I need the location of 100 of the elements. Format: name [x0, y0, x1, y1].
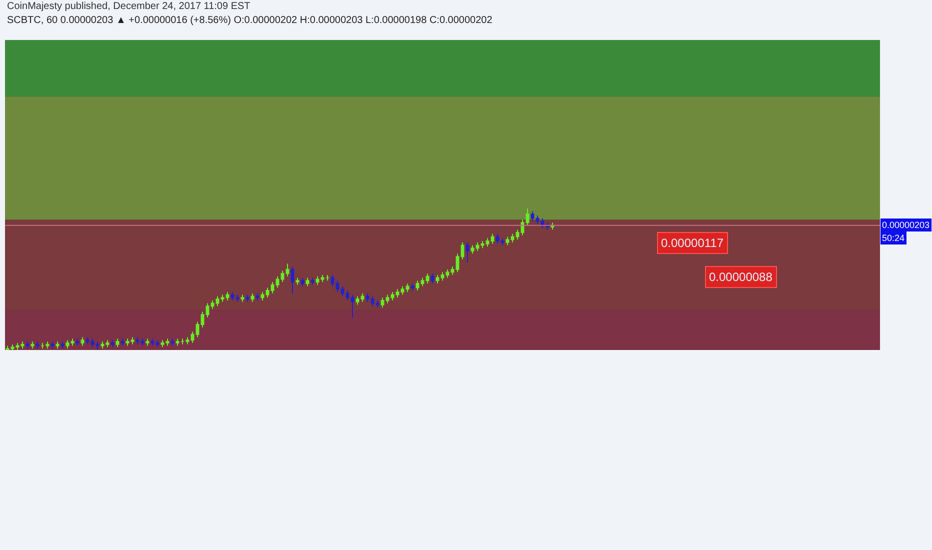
candlestick — [126, 338, 130, 346]
candlestick — [150, 338, 154, 346]
candlestick — [80, 336, 84, 346]
candlestick — [250, 292, 254, 302]
candlestick — [300, 277, 304, 287]
candlestick — [30, 341, 34, 350]
candlestick — [390, 291, 394, 301]
candlestick — [396, 288, 400, 298]
candlestick — [156, 340, 160, 348]
candlestick — [400, 286, 404, 296]
candlestick — [246, 294, 250, 302]
candlestick — [420, 277, 424, 287]
candlestick — [380, 297, 384, 308]
candlestick — [500, 238, 504, 246]
candlestick — [196, 321, 200, 338]
candlestick — [46, 341, 50, 350]
candlestick — [160, 340, 164, 348]
candlestick — [476, 242, 480, 252]
chart-title: CoinMajesty published, December 24, 2017 11:09 EST — [7, 1, 250, 12]
candlestick — [386, 294, 390, 304]
candlestick — [490, 233, 494, 244]
candlestick — [16, 342, 20, 350]
text: 0.00000203 — [882, 220, 930, 230]
candlestick — [290, 266, 294, 294]
candlestick — [376, 300, 380, 308]
candlestick — [456, 253, 460, 273]
candlestick — [310, 277, 314, 286]
candlestick — [330, 274, 334, 287]
candlestick — [120, 338, 124, 346]
candlestick — [200, 311, 204, 328]
candlestick — [276, 276, 280, 288]
candlestick — [206, 302, 210, 318]
candlestick — [56, 341, 60, 350]
candlestick — [240, 294, 244, 302]
candlestick — [60, 341, 64, 350]
candlestick — [350, 294, 354, 318]
candlestick — [166, 338, 170, 346]
candlestick — [510, 233, 514, 243]
candlestick — [210, 300, 214, 310]
candlestick — [260, 291, 264, 301]
candlestick — [316, 276, 320, 286]
candlestick — [230, 291, 234, 301]
candlestick — [450, 266, 454, 276]
candlestick — [306, 277, 310, 287]
candlestick — [66, 340, 70, 350]
candlestick — [506, 236, 510, 246]
candlestick — [40, 342, 44, 350]
candlestick — [36, 341, 40, 350]
candlestick — [136, 336, 140, 345]
candlestick — [86, 336, 90, 345]
text: 0.00000117 — [661, 236, 724, 250]
candlestick — [50, 341, 54, 350]
candlestick — [146, 338, 150, 346]
candlestick — [436, 274, 440, 284]
candlestick — [296, 277, 300, 286]
candlestick — [100, 341, 104, 350]
candlestick — [446, 268, 450, 278]
candlestick — [110, 340, 114, 348]
text: 50:24 — [882, 233, 905, 243]
candlestick — [116, 338, 120, 348]
candlestick — [536, 215, 540, 225]
candlestick — [360, 292, 364, 302]
candlestick — [226, 291, 230, 301]
candlestick — [140, 338, 144, 346]
candlestick — [256, 292, 260, 301]
candlestick — [356, 296, 360, 306]
candlestick — [20, 341, 24, 350]
candlestick — [426, 273, 430, 284]
candlestick — [460, 242, 464, 260]
candlestick — [416, 280, 420, 292]
candlestick — [186, 336, 190, 345]
candlestick — [346, 290, 350, 301]
candlestick — [70, 338, 74, 346]
candlestick — [26, 341, 30, 350]
candlestick — [170, 338, 174, 346]
candlestick — [90, 338, 94, 348]
candlestick — [340, 286, 344, 297]
candlestick — [366, 292, 370, 302]
candlestick — [216, 296, 220, 307]
candlestick — [320, 274, 324, 283]
candlestick — [530, 210, 534, 222]
candlestick — [266, 287, 270, 298]
candlestick — [130, 336, 134, 345]
candlestick — [190, 331, 194, 344]
candlestick — [76, 338, 80, 346]
candlestick — [496, 233, 500, 244]
candlestick — [370, 296, 374, 307]
candlestick — [336, 280, 340, 292]
candlestick — [486, 238, 490, 248]
candlestick — [270, 282, 274, 294]
candlestick — [280, 270, 284, 283]
candlestick — [410, 282, 414, 292]
candlestick — [440, 272, 444, 282]
candlestick — [180, 338, 184, 345]
candlestick — [466, 242, 470, 263]
candlestick — [470, 244, 474, 254]
candlestick — [516, 229, 520, 240]
candlestick — [96, 341, 100, 350]
candlestick — [176, 338, 180, 346]
candlestick — [430, 273, 434, 284]
